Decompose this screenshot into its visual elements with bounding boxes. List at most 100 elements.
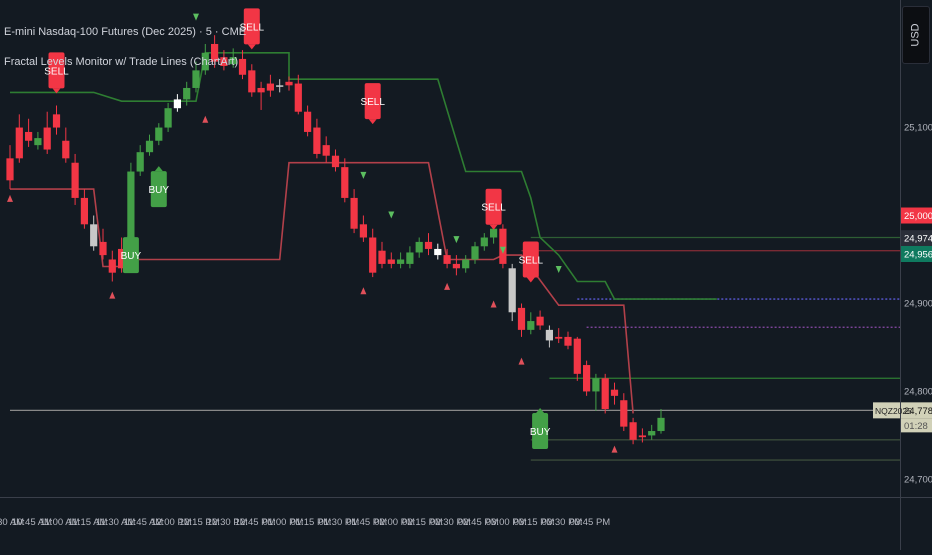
time-tick-label: 03:30 PM: [542, 517, 583, 528]
time-tick-label: 01:30 PM: [318, 517, 359, 528]
candle-body: [555, 336, 563, 339]
fractal-down-marker: [490, 300, 497, 308]
candle-body: [276, 85, 284, 87]
candle-body: [387, 259, 395, 264]
candle-body: [229, 57, 237, 65]
candle-body: [499, 228, 507, 264]
candle-body: [527, 321, 535, 330]
candle-body: [155, 127, 163, 141]
candle-body: [452, 263, 460, 269]
candle-body: [378, 250, 386, 264]
candle-body: [80, 197, 88, 225]
signal-text: SELL: [519, 255, 544, 266]
candle-body: [25, 131, 33, 141]
price-label-text: 24,956.25: [904, 249, 932, 260]
fractal-up-marker: [360, 171, 367, 179]
time-tick-label: 11:45 AM: [124, 517, 164, 528]
candle-body: [341, 167, 349, 198]
candle-body: [490, 228, 498, 238]
currency-label: USD: [909, 23, 922, 47]
candle-body: [99, 241, 107, 256]
time-tick-label: 12:45 PM: [235, 517, 276, 528]
candle-body: [638, 435, 646, 438]
countdown-box: [901, 418, 932, 433]
sell-signal-label: SELL: [519, 241, 544, 283]
candle-body: [43, 127, 51, 150]
time-tick-label: 10:30 AM: [0, 517, 24, 528]
fractal-up-marker: [555, 266, 562, 274]
price-tick-label: 24,800.00: [904, 386, 932, 397]
buy-signal-label: BUY: [149, 166, 169, 208]
candle-body: [462, 259, 470, 269]
buy-signal-label: BUY: [121, 232, 142, 274]
signal-box: [243, 8, 260, 45]
time-tick-label: 02:15 PM: [402, 517, 443, 528]
signal-pointer: [526, 277, 535, 283]
price-tick-label: 24,900.00: [904, 298, 932, 309]
signal-text: BUY: [530, 427, 551, 438]
candle-body: [136, 152, 144, 172]
time-tick-label: 02:00 PM: [374, 517, 415, 528]
candle-body: [52, 114, 61, 128]
signal-box: [150, 171, 167, 208]
countdown-text: 01:28: [904, 421, 928, 432]
time-tick-label: 03:00 PM: [486, 517, 527, 528]
fractal-down-marker: [360, 287, 367, 295]
candle-body: [127, 171, 135, 251]
candle-body: [406, 252, 414, 264]
fractal-up-marker: [453, 236, 460, 244]
candle-body: [145, 140, 154, 153]
candle-body: [424, 241, 433, 249]
time-tick-label: 01:15 PM: [291, 517, 332, 528]
fractal-down-marker: [444, 282, 451, 290]
time-tick-label: 12:15 PM: [179, 517, 220, 528]
signal-pointer: [368, 119, 377, 125]
price-label-text: 25,000.00: [904, 211, 932, 222]
price-label-box: [901, 207, 932, 224]
candle-body: [201, 52, 209, 71]
candle-body: [434, 248, 442, 256]
signal-box: [122, 237, 139, 274]
signal-text: SELL: [360, 97, 385, 108]
price-tick-label: 24,700.00: [904, 474, 932, 485]
candle-body: [480, 237, 488, 247]
time-tick-label: 10:45 AM: [12, 517, 52, 528]
candle-body: [62, 140, 70, 159]
currency-button[interactable]: USD: [902, 6, 930, 64]
candle-body: [620, 400, 628, 427]
candle-body: [545, 329, 553, 341]
time-tick-label: 02:30 PM: [430, 517, 471, 528]
time-tick-label: 01:45 PM: [346, 517, 387, 528]
candle-body: [564, 336, 572, 346]
time-tick-label: 03:15 PM: [514, 517, 555, 528]
buy-signal-label: BUY: [530, 408, 551, 450]
candle-body: [248, 70, 256, 93]
candle-body: [173, 99, 181, 109]
price-label-box: [901, 402, 932, 419]
signal-text: BUY: [121, 251, 142, 262]
time-tick-label: 01:00 PM: [263, 517, 304, 528]
candle-body: [118, 248, 126, 269]
symbol-title[interactable]: E-mini Nasdaq-100 Futures (Dec 2025) · 5…: [4, 26, 247, 38]
fractal-down-marker: [518, 357, 525, 365]
signal-pointer: [536, 408, 545, 414]
time-tick-label: 03:45 PM: [570, 517, 611, 528]
price-label-box: [901, 245, 932, 262]
indicator-title[interactable]: Fractal Levels Monitor w/ Trade Lines (C…: [4, 56, 239, 68]
fractal-up-marker: [193, 13, 199, 21]
candle-body: [304, 111, 312, 132]
candle-body: [108, 259, 116, 273]
signal-box: [485, 188, 502, 225]
price-tick-label: 25,100.00: [904, 123, 932, 134]
price-label-text: 24,974.25: [904, 234, 932, 245]
signal-text: SELL: [481, 203, 506, 214]
candle-body: [183, 87, 191, 100]
signal-box: [48, 52, 65, 89]
signal-pointer: [52, 88, 61, 94]
candle-body: [573, 338, 581, 374]
fractal-down-marker: [109, 291, 116, 299]
candle-body: [192, 70, 200, 88]
candle-body: [211, 43, 219, 62]
